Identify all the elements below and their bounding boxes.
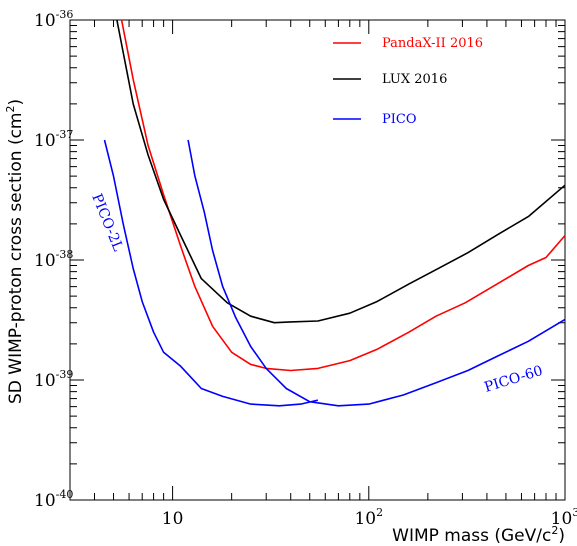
x-tick-label-base: 10 bbox=[354, 509, 376, 529]
x-axis-title-main: WIMP mass (GeV/c bbox=[392, 526, 551, 546]
y-tick-label-base: 10 bbox=[34, 131, 56, 151]
y-tick-label-exp: -36 bbox=[56, 8, 74, 21]
annotation-pico-60: PICO-60 bbox=[482, 363, 544, 396]
y-axis-title-main: SD WIMP-proton cross section (cm bbox=[6, 113, 26, 405]
x-axis-title: WIMP mass (GeV/c2) bbox=[392, 524, 565, 546]
y-tick-label: 10-38 bbox=[34, 248, 73, 271]
series-line-pandax-ii-2016 bbox=[120, 19, 566, 372]
y-tick-label-exp: -40 bbox=[56, 488, 74, 501]
x-tick-label-base: 10 bbox=[162, 509, 184, 529]
plot-frame bbox=[69, 19, 566, 501]
series-line-pico-2l bbox=[103, 139, 319, 407]
major-ticks bbox=[70, 19, 566, 501]
y-tick-label-exp: -38 bbox=[56, 248, 74, 261]
minor-ticks bbox=[69, 20, 565, 500]
y-tick-label-exp: -37 bbox=[56, 128, 74, 141]
x-tick-label-base: 10 bbox=[551, 509, 573, 529]
legend-label-pandax: PandaX-II 2016 bbox=[382, 36, 483, 51]
y-axis-title-sup: 2 bbox=[4, 106, 17, 113]
y-axis-title: SD WIMP-proton cross section (cm2) bbox=[4, 99, 26, 404]
x-tick-label-exp: 3 bbox=[572, 506, 577, 519]
x-tick-label: 102 bbox=[354, 506, 383, 529]
series-line-lux-2016 bbox=[116, 19, 566, 324]
y-tick-label-base: 10 bbox=[34, 371, 56, 391]
y-tick-label: 10-37 bbox=[34, 128, 73, 151]
x-axis-title-sup: 2 bbox=[551, 524, 558, 537]
series-lines bbox=[103, 19, 566, 407]
y-tick-label: 10-40 bbox=[34, 488, 73, 511]
annotation-pico-2l: PICO-2L bbox=[88, 192, 126, 254]
y-tick-label: 10-39 bbox=[34, 368, 73, 391]
y-tick-label-exp: -39 bbox=[56, 368, 74, 381]
series-line-pico-60 bbox=[187, 139, 566, 407]
x-axis-title-end: ) bbox=[558, 526, 565, 546]
x-tick-label-exp: 2 bbox=[376, 506, 383, 519]
legend-label-pico: PICO bbox=[382, 112, 417, 127]
y-axis-title-end: ) bbox=[6, 99, 26, 106]
y-tick-label-base: 10 bbox=[34, 11, 56, 31]
x-tick-label: 10 bbox=[162, 509, 184, 529]
y-tick-label: 10-36 bbox=[34, 8, 73, 31]
legend-label-lux: LUX 2016 bbox=[382, 72, 447, 87]
x-tick-label: 103 bbox=[551, 506, 577, 529]
legend: PandaX-II 2016 LUX 2016 PICO bbox=[333, 36, 483, 127]
y-tick-label-base: 10 bbox=[34, 251, 56, 271]
y-tick-label-base: 10 bbox=[34, 491, 56, 511]
